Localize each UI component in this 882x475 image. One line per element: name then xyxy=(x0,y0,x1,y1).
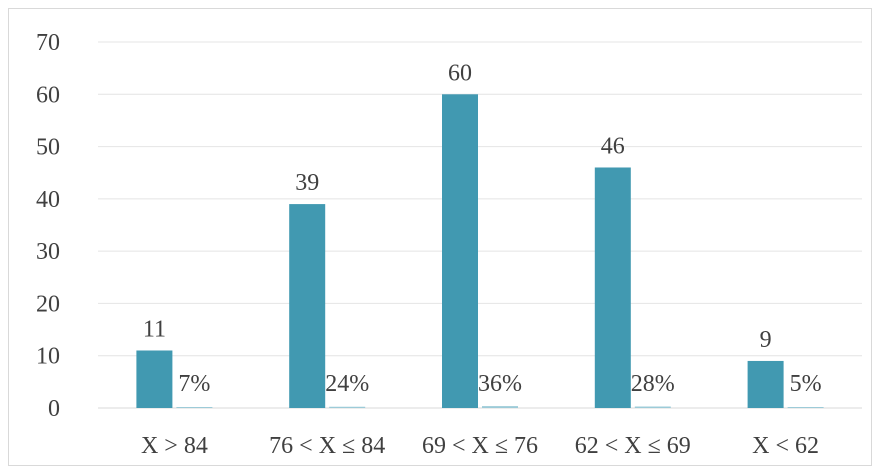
data-label-percent: 28% xyxy=(631,371,675,397)
bar-percent xyxy=(176,407,213,408)
y-tick-label: 0 xyxy=(48,396,60,422)
bar-count xyxy=(442,94,478,409)
x-category-label: X < 62 xyxy=(752,433,819,459)
x-category-label: 69 < X ≤ 76 xyxy=(422,433,538,459)
y-tick-label: 20 xyxy=(36,291,60,317)
y-tick-label: 40 xyxy=(36,187,60,213)
y-tick-label: 50 xyxy=(36,135,60,161)
y-tick-label: 10 xyxy=(36,344,60,370)
bar-count xyxy=(289,204,326,408)
data-label-count: 11 xyxy=(143,316,166,342)
bar-count xyxy=(136,350,173,408)
x-category-label: 62 < X ≤ 69 xyxy=(575,433,691,459)
y-tick-label: 30 xyxy=(36,239,60,265)
data-label-count: 39 xyxy=(295,170,319,196)
data-label-count: 9 xyxy=(760,327,772,353)
data-label-count: 46 xyxy=(601,133,625,159)
y-tick-label: 60 xyxy=(36,82,60,108)
x-category-label: 76 < X ≤ 84 xyxy=(269,433,385,459)
bar-percent xyxy=(329,406,366,408)
x-category-label: X > 84 xyxy=(141,433,208,459)
data-label-count: 60 xyxy=(448,60,472,86)
bar-percent xyxy=(482,406,518,408)
bar-count xyxy=(747,360,784,408)
data-label-percent: 5% xyxy=(790,371,822,397)
bar-percent xyxy=(634,406,671,408)
data-label-percent: 7% xyxy=(178,371,210,397)
bar-count xyxy=(594,167,631,408)
bar-percent xyxy=(787,407,824,408)
y-tick-label: 70 xyxy=(36,30,60,56)
data-label-percent: 36% xyxy=(478,371,522,397)
data-label-percent: 24% xyxy=(325,371,369,397)
